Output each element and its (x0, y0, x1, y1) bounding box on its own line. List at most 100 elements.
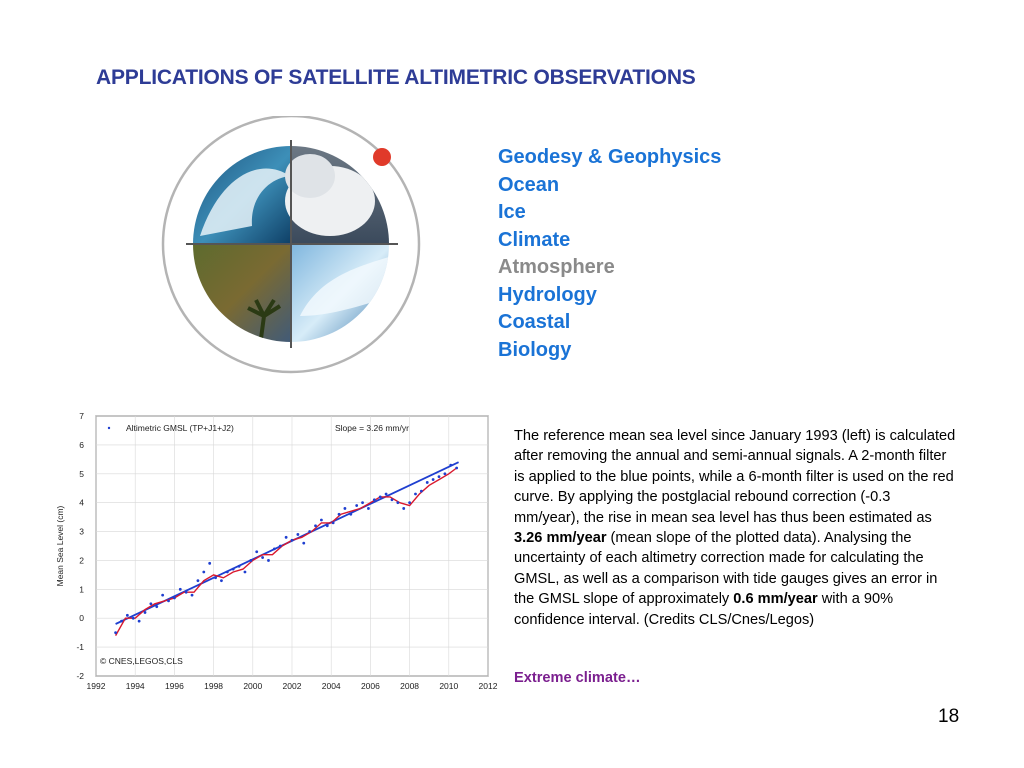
wave-crest (200, 168, 290, 236)
y-tick-label: 0 (79, 613, 84, 623)
data-point (308, 530, 312, 533)
smoothed-curve (114, 467, 458, 636)
palm-tree (247, 298, 282, 342)
data-point (214, 576, 217, 580)
x-tick-label: 2002 (283, 681, 302, 691)
description-part2: (mean slope of the plotted data). Analys… (514, 530, 938, 608)
topic-atmosphere[interactable]: Atmosphere (498, 256, 615, 278)
y-tick-label: 3 (79, 527, 84, 537)
description-part1: The reference mean sea level since Janua… (514, 428, 956, 526)
data-point (114, 631, 117, 635)
data-point (408, 501, 411, 505)
x-tick-label: 2012 (479, 681, 498, 691)
data-point (131, 616, 135, 620)
data-point (161, 593, 165, 597)
earth-observation-emblem (161, 116, 421, 374)
data-point (349, 512, 353, 516)
page-number: 18 (938, 706, 960, 727)
data-point (372, 498, 376, 502)
data-point (455, 466, 459, 470)
data-point (331, 521, 335, 525)
data-point (261, 556, 264, 559)
extreme-climate-link[interactable]: Extreme climate… (514, 670, 641, 686)
data-point (173, 596, 176, 600)
data-point (402, 507, 406, 510)
slide-title: APPLICATIONS OF SATELLITE ALTIMETRIC OBS… (96, 66, 696, 89)
slope-label: Slope = 3.26 mm/yr (335, 423, 409, 433)
description-rate: 3.26 mm/year (514, 530, 607, 547)
data-point (361, 501, 364, 505)
data-point (167, 599, 170, 603)
data-point (425, 481, 429, 484)
y-axis-label: Mean Sea Level (cm) (55, 505, 65, 586)
description-error: 0.6 mm/year (733, 591, 818, 608)
y-tick-label: 5 (79, 469, 84, 479)
data-point (231, 567, 235, 571)
credit-label: © CNES,LEGOS,CLS (100, 656, 183, 666)
description-part3: with a 90% confidence interval. (Credits… (514, 591, 894, 628)
data-point (208, 561, 212, 565)
x-tick-label: 2000 (243, 681, 262, 691)
cloud-puff (285, 154, 335, 198)
data-point (137, 619, 141, 623)
topic-ocean[interactable]: Ocean (498, 173, 560, 196)
x-tick-label: 1996 (165, 681, 184, 691)
y-tick-label: -1 (76, 642, 84, 652)
legend-marker (107, 426, 111, 430)
legend-label: Altimetric GMSL (TP+J1+J2) (126, 423, 234, 433)
data-point (184, 590, 188, 594)
data-point (190, 593, 194, 597)
data-point (437, 475, 441, 479)
y-tick-label: 2 (79, 555, 84, 565)
data-point (419, 489, 423, 493)
ice-block (300, 256, 389, 316)
topic-coastal[interactable]: Coastal (498, 311, 571, 333)
x-tick-label: 2008 (400, 681, 419, 691)
y-tick-label: 4 (79, 498, 84, 508)
data-point (290, 538, 294, 542)
topic-ice[interactable]: Ice (498, 201, 526, 223)
data-point (249, 559, 253, 562)
x-tick-label: 2004 (322, 681, 341, 691)
topic-hydrology[interactable]: Hydrology (498, 283, 597, 306)
data-point (178, 587, 182, 591)
data-point (243, 570, 247, 574)
data-point (325, 524, 329, 528)
data-point (296, 533, 300, 536)
topic-biology[interactable]: Biology (498, 338, 572, 361)
data-point (272, 547, 276, 551)
data-point (384, 492, 388, 496)
data-point (155, 605, 159, 609)
data-point (414, 492, 417, 496)
topic-climate[interactable]: Climate (498, 228, 571, 251)
topic-geodesy[interactable]: Geodesy & Geophysics (498, 146, 722, 168)
topic-list: Geodesy & Geophysics Ocean Ice Climate A… (498, 144, 721, 364)
y-tick-label: 1 (79, 584, 84, 594)
data-point (255, 550, 259, 554)
x-tick-label: 2006 (361, 681, 380, 691)
data-point (355, 504, 359, 507)
x-tick-label: 2010 (439, 681, 458, 691)
data-point (431, 478, 435, 481)
data-point (267, 559, 270, 562)
x-tick-label: 1998 (204, 681, 223, 691)
data-point (396, 501, 400, 505)
y-tick-label: 7 (79, 411, 84, 421)
data-point (314, 524, 317, 528)
satellite-marker-icon (373, 148, 391, 166)
orbit-ring (161, 116, 421, 374)
data-point (320, 518, 323, 522)
x-tick-label: 1992 (87, 681, 106, 691)
data-point (237, 564, 241, 568)
gmsl-chart: 1992 1994 1996 1998 2000 2002 2004 2006 2008 2010… (55, 411, 498, 691)
data-point (367, 507, 370, 510)
data-point (343, 507, 347, 510)
data-point (449, 463, 453, 467)
data-point (378, 495, 382, 499)
data-point (225, 570, 229, 574)
data-point (202, 570, 206, 574)
data-point (125, 613, 129, 617)
data-point (143, 611, 147, 614)
y-tick-label: -2 (76, 671, 84, 681)
data-point (443, 472, 447, 476)
